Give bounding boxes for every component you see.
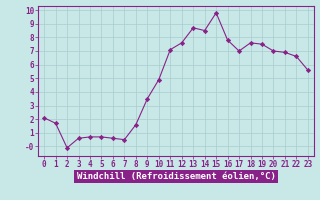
X-axis label: Windchill (Refroidissement éolien,°C): Windchill (Refroidissement éolien,°C) xyxy=(76,172,276,181)
